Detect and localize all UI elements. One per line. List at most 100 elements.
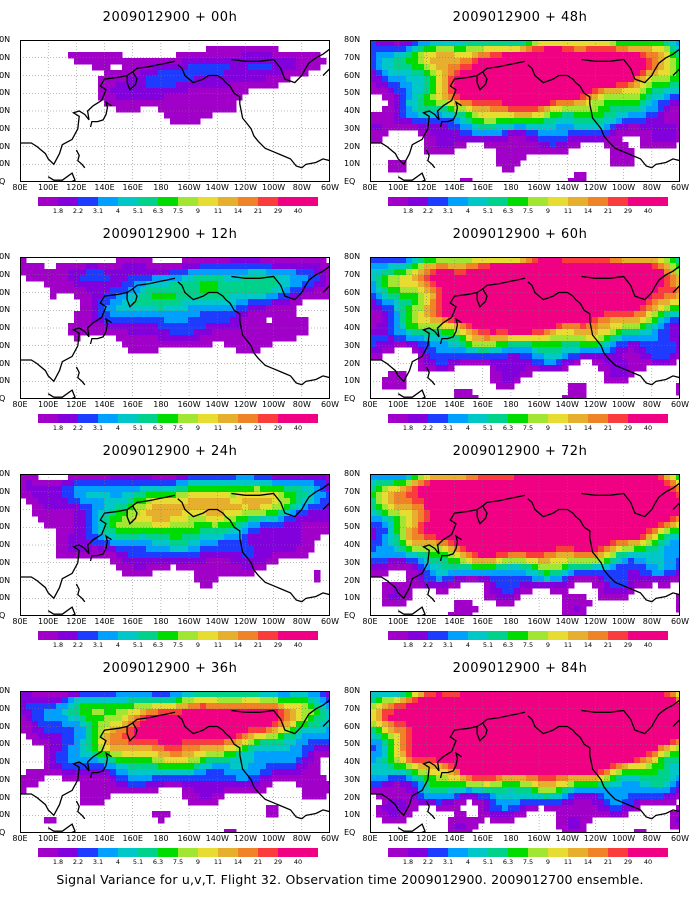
- latitude-label: 50N: [0, 739, 11, 749]
- longitude-label: 100E: [38, 617, 59, 626]
- colorbar-label: 4: [115, 207, 121, 215]
- colorbar-label: 1.8: [52, 641, 64, 649]
- latitude-label: 80N: [0, 469, 11, 478]
- colorbar: [38, 197, 318, 206]
- colorbar-label: 14: [583, 424, 593, 432]
- colorbar-label: 5.1: [132, 207, 144, 215]
- colorbar-swatch: [178, 414, 198, 423]
- map-frame: [370, 257, 680, 399]
- longitude-label: 80W: [642, 400, 661, 409]
- colorbar-label: 14: [233, 641, 243, 649]
- colorbar-swatch: [388, 414, 408, 423]
- colorbar-labels: 1.8 2.2 3.1 4 5.1 6.3 7.5 9 11 14 21 29 40: [38, 424, 338, 434]
- coastline: [476, 71, 488, 91]
- colorbar: [388, 414, 668, 423]
- longitude-label: 80E: [362, 400, 378, 409]
- variance-map: [20, 257, 330, 399]
- coastline: [425, 800, 436, 820]
- latitude-label: 70N: [344, 269, 361, 279]
- coastline: [75, 366, 86, 386]
- colorbar-label: 9: [545, 858, 551, 866]
- longitude-label: 80E: [12, 400, 28, 409]
- colorbar-label: 6.3: [152, 424, 164, 432]
- colorbar-label: 40: [643, 641, 653, 649]
- colorbar-swatch: [258, 414, 278, 423]
- colorbar-label: 14: [583, 641, 593, 649]
- colorbar-label: 11: [213, 641, 223, 649]
- coastline: [581, 265, 680, 301]
- latitude-label: EQ: [0, 394, 6, 403]
- longitude-label: 120W: [583, 834, 608, 843]
- panel-title: 2009012900 + 84h: [452, 661, 588, 676]
- coastline: [672, 257, 680, 293]
- colorbar-swatch: [118, 414, 138, 423]
- longitude-label: 140E: [444, 834, 465, 843]
- colorbar-swatch: [488, 848, 508, 857]
- longitude-label: 100W: [262, 617, 286, 626]
- map-frame: [370, 474, 680, 616]
- colorbar-swatch: [628, 414, 648, 423]
- colorbar-swatch: [198, 197, 218, 206]
- coastline: [47, 389, 76, 399]
- shaded-field: [370, 691, 680, 833]
- map-panel: 2009012900 + 36h 80N 70N 60N 50N 40N 30N 20N 10N…: [0, 651, 340, 871]
- colorbar-label: 40: [293, 207, 303, 215]
- colorbar-swatch: [238, 414, 258, 423]
- coastline: [476, 288, 488, 308]
- colorbar-swatch: [388, 631, 408, 640]
- coastline: [47, 823, 76, 833]
- latitude-label: 50N: [344, 305, 361, 315]
- colorbar-labels: 1.8 2.2 3.1 4 5.1 6.3 7.5 9 11 14 21 29 40: [388, 424, 688, 434]
- longitude-label: 160E: [472, 400, 493, 409]
- coastline: [177, 498, 302, 603]
- coastline: [651, 592, 680, 603]
- colorbar-label: 11: [213, 424, 223, 432]
- colorbar-swatch: [448, 848, 468, 857]
- colorbar-swatch: [218, 631, 238, 640]
- colorbar-label: 4: [115, 858, 121, 866]
- shaded-field: [68, 46, 327, 125]
- latitude-label: 30N: [344, 123, 361, 133]
- coastline: [301, 375, 330, 386]
- shaded-field: [370, 474, 680, 616]
- colorbar-label: 1.8: [402, 424, 414, 432]
- colorbar-swatch: [628, 631, 648, 640]
- latitude-label: 50N: [344, 739, 361, 749]
- coastline: [397, 172, 426, 182]
- colorbar-label: 6.3: [502, 207, 514, 215]
- longitude-label: 120E: [416, 400, 437, 409]
- colorbar-swatch: [388, 197, 408, 206]
- map-panel: 2009012900 + 48h 80N 70N 60N 50N 40N 30N 20N 10N…: [344, 0, 690, 220]
- colorbar-label: 2.2: [72, 424, 84, 432]
- longitude-label: 160W: [177, 183, 201, 192]
- map-frame: [20, 257, 330, 399]
- colorbar-labels: 1.8 2.2 3.1 4 5.1 6.3 7.5 9 11 14 21 29 40: [388, 641, 688, 651]
- latitude-label: 60N: [344, 721, 361, 731]
- coastline: [20, 711, 176, 817]
- colorbar-swatch: [648, 848, 668, 857]
- latitude-label: 70N: [0, 703, 11, 713]
- colorbar-swatch: [258, 197, 278, 206]
- colorbar: [388, 848, 668, 857]
- latitude-label: EQ: [0, 828, 6, 837]
- longitude-label: 120E: [416, 834, 437, 843]
- coastline: [672, 474, 680, 510]
- colorbar-label: 7.5: [522, 641, 534, 649]
- latitude-label: 40N: [0, 323, 11, 332]
- map-canvas: [370, 474, 680, 616]
- panel-title: 2009012900 + 24h: [102, 444, 238, 459]
- colorbar-label: 40: [643, 207, 653, 215]
- colorbar-swatch: [408, 631, 428, 640]
- colorbar-label: 6.3: [502, 641, 514, 649]
- colorbar: [38, 848, 318, 857]
- longitude-label: 80W: [292, 400, 311, 409]
- latitude-label: 70N: [344, 52, 361, 62]
- colorbar-label: 40: [643, 424, 653, 432]
- latitude-label: 60N: [344, 287, 361, 297]
- coastline: [20, 494, 176, 600]
- colorbar-swatch: [58, 848, 78, 857]
- longitude-label: 160W: [527, 834, 551, 843]
- variance-map: [370, 257, 680, 399]
- longitude-label: 60W: [320, 400, 340, 409]
- longitude-label: 100E: [388, 617, 409, 626]
